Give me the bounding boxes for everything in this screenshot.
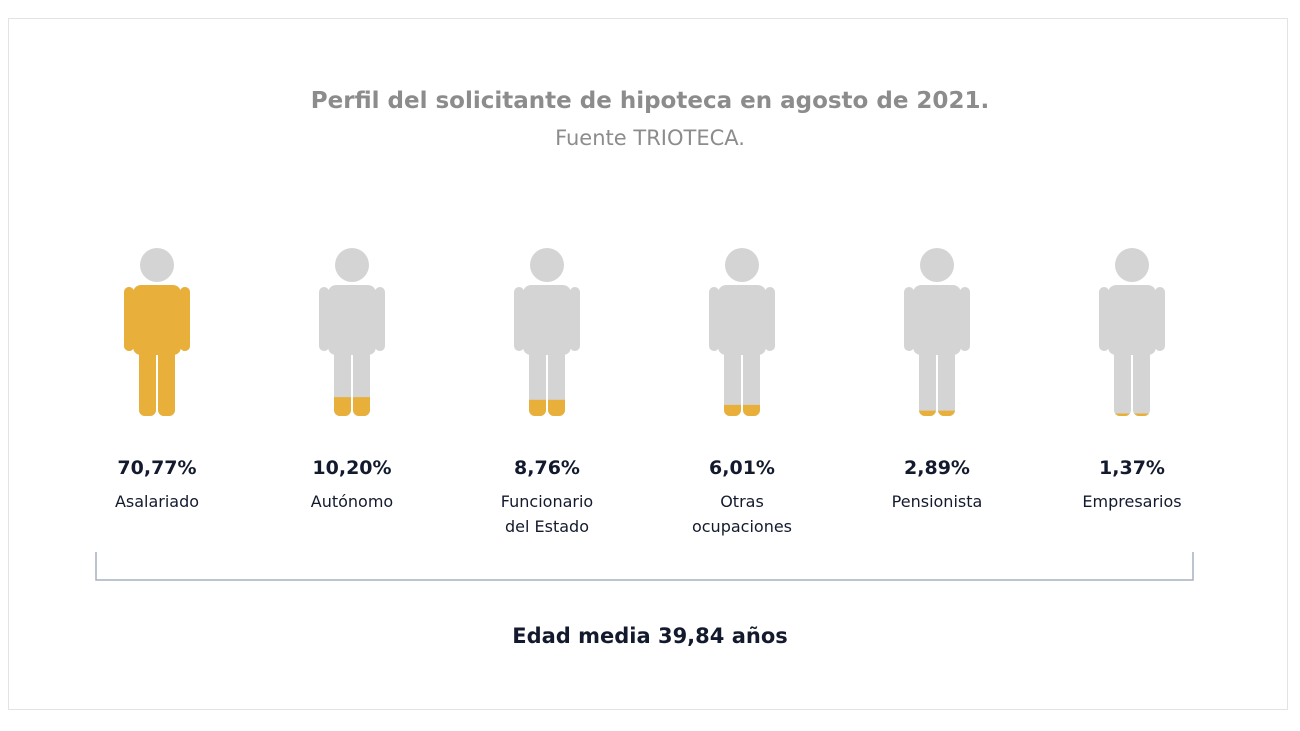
body-base <box>319 285 385 416</box>
category-label: Asalariado <box>114 492 200 511</box>
person <box>514 248 580 416</box>
footer: Edad media 39,84 años <box>512 624 788 648</box>
body-base <box>709 285 775 416</box>
value-label: 2,89% <box>904 457 970 479</box>
fill-level <box>1099 413 1165 416</box>
fill-level <box>709 404 775 416</box>
person <box>319 248 385 416</box>
fill-level <box>124 285 190 416</box>
head <box>140 248 174 282</box>
body-base <box>1099 285 1165 416</box>
category-label: Pensionista <box>891 492 983 511</box>
person <box>709 248 775 416</box>
value-label: 8,76% <box>514 457 580 479</box>
head <box>725 248 759 282</box>
category-label: Otras ocupaciones <box>691 492 793 536</box>
category-label: Empresarios <box>1082 492 1182 511</box>
person-body <box>319 285 385 416</box>
person <box>1099 248 1165 416</box>
category-label: Autónomo <box>310 492 394 511</box>
value-label: 6,01% <box>709 457 775 479</box>
chart-subtitle: Fuente TRIOTECA. <box>555 126 745 150</box>
person <box>904 248 970 416</box>
person-body <box>904 285 970 416</box>
bracket <box>95 552 1194 581</box>
fill-level <box>319 397 385 416</box>
fill-level <box>904 410 970 416</box>
person-body <box>709 285 775 416</box>
value-label: 10,20% <box>312 457 392 479</box>
card <box>8 18 1288 710</box>
body-base <box>514 285 580 416</box>
value-label: 70,77% <box>117 457 197 479</box>
head <box>920 248 954 282</box>
person-body <box>514 285 580 416</box>
value-label: 1,37% <box>1099 457 1165 479</box>
person <box>124 248 190 416</box>
head <box>1115 248 1149 282</box>
fill-level <box>514 399 580 416</box>
person-body <box>1099 285 1165 416</box>
chart-title: Perfil del solicitante de hipoteca en ag… <box>310 88 990 114</box>
head <box>335 248 369 282</box>
person-body <box>124 285 190 416</box>
head <box>530 248 564 282</box>
body-base <box>904 285 970 416</box>
category-label: Funcionario del Estado <box>500 492 594 536</box>
